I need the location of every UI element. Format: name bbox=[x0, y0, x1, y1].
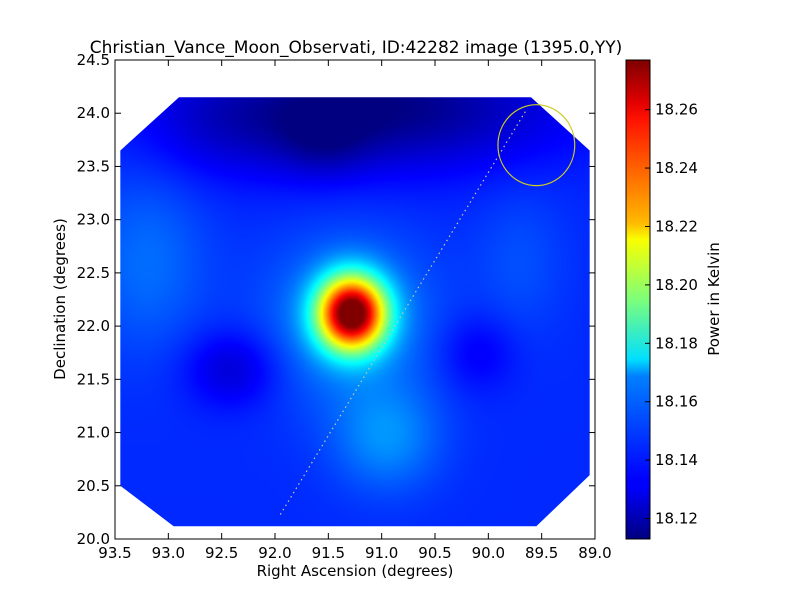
chart-title: Christian_Vance_Moon_Observati, ID:42282… bbox=[90, 38, 623, 58]
colorbar-ticks: 18.12 18.14 18.16 18.18 18.20 18.22 18.24 18.26 bbox=[645, 101, 698, 528]
x-tick-label: 89.0 bbox=[578, 544, 611, 562]
x-axis-ticks: 93.5 93.0 92.5 92.0 91.5 91.0 90.5 90.0 89.5 89.0 bbox=[98, 60, 612, 562]
x-tick-label: 90.0 bbox=[472, 544, 505, 562]
y-tick-label: 24.0 bbox=[77, 104, 110, 122]
y-tick-label: 21.0 bbox=[77, 424, 110, 442]
y-tick-label: 24.5 bbox=[77, 51, 110, 69]
y-tick-label: 23.5 bbox=[77, 157, 110, 175]
colorbar-tick-label: 18.24 bbox=[655, 159, 698, 177]
dotted-track-line bbox=[279, 110, 527, 515]
heatmap-image bbox=[120, 97, 590, 527]
y-tick-label: 22.0 bbox=[77, 317, 110, 335]
x-tick-label: 92.5 bbox=[205, 544, 238, 562]
colorbar-tick-label: 18.18 bbox=[655, 334, 698, 352]
y-tick-label: 20.0 bbox=[77, 530, 110, 548]
y-axis-ticks: 20.0 20.5 21.0 21.5 22.0 22.5 23.0 23.5 24.0 24.5 bbox=[77, 51, 595, 548]
colorbar-tick-label: 18.12 bbox=[655, 510, 698, 528]
x-tick-label: 92.0 bbox=[258, 544, 291, 562]
x-tick-label: 91.5 bbox=[312, 544, 345, 562]
y-axis-label: Declination (degrees) bbox=[51, 218, 69, 380]
x-tick-label: 93.5 bbox=[98, 544, 131, 562]
beam-circle bbox=[497, 104, 576, 187]
x-tick-label: 90.5 bbox=[418, 544, 451, 562]
x-tick-label: 93.0 bbox=[152, 544, 185, 562]
plot-frame bbox=[114, 59, 596, 540]
colorbar-tick-label: 18.20 bbox=[655, 276, 698, 294]
colorbar: 18.12 18.14 18.16 18.18 18.20 18.22 18.24 18.26… bbox=[625, 59, 723, 540]
colorbar-gradient bbox=[625, 59, 651, 540]
plot-area: 93.5 93.0 92.5 92.0 91.5 91.0 90.5 90.0 89.5 89.0… bbox=[77, 51, 612, 562]
y-tick-label: 23.0 bbox=[77, 211, 110, 229]
x-tick-label: 89.5 bbox=[525, 544, 558, 562]
y-tick-label: 22.5 bbox=[77, 264, 110, 282]
x-tick-label: 91.0 bbox=[365, 544, 398, 562]
colorbar-tick-label: 18.26 bbox=[655, 101, 698, 119]
y-tick-label: 21.5 bbox=[77, 370, 110, 388]
y-tick-label: 20.5 bbox=[77, 477, 110, 495]
x-axis-label: Right Ascension (degrees) bbox=[257, 562, 454, 580]
colorbar-tick-label: 18.16 bbox=[655, 393, 698, 411]
colorbar-tick-label: 18.14 bbox=[655, 451, 698, 469]
colorbar-label: Power in Kelvin bbox=[705, 242, 723, 356]
colorbar-tick-label: 18.22 bbox=[655, 217, 698, 235]
